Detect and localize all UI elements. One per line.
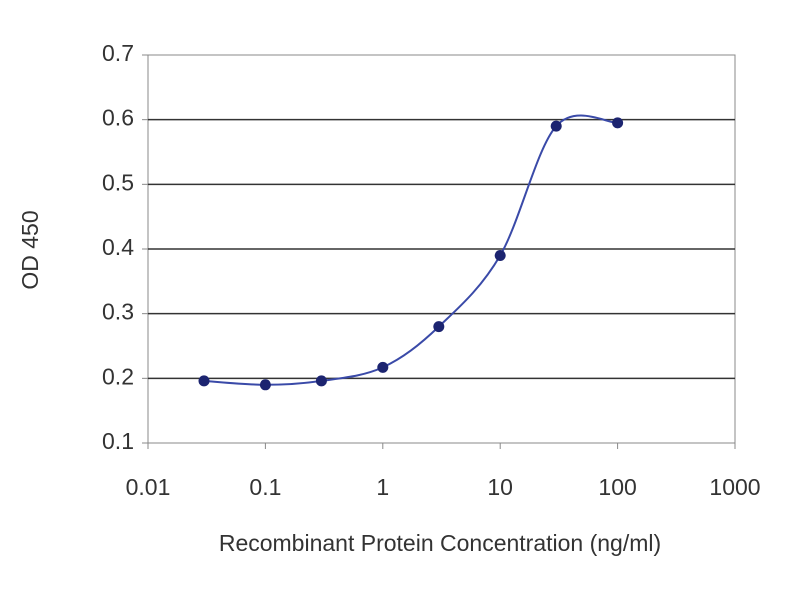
data-point	[198, 375, 210, 387]
y-axis-label: OD 450	[17, 210, 43, 289]
y-tick-label: 0.2	[102, 363, 134, 389]
y-tick-label: 0.6	[102, 105, 134, 131]
y-tick-label: 0.7	[102, 40, 134, 66]
fit-curve	[203, 114, 618, 386]
data-point	[612, 117, 624, 129]
y-tick-label: 0.4	[102, 234, 134, 260]
x-tick-label: 0.01	[126, 474, 171, 500]
x-tick-label: 100	[598, 474, 636, 500]
x-tick-label: 10	[487, 474, 513, 500]
x-axis-label: Recombinant Protein Concentration (ng/ml…	[219, 530, 661, 556]
x-tick-label: 0.1	[249, 474, 281, 500]
data-point	[315, 375, 327, 387]
y-tick-label: 0.5	[102, 169, 134, 195]
data-point	[259, 379, 271, 391]
x-tick-label: 1	[376, 474, 389, 500]
data-point	[377, 361, 389, 373]
data-point	[494, 249, 506, 261]
data-point	[550, 120, 562, 132]
x-tick-label: 1000	[709, 474, 760, 500]
y-tick-label: 0.1	[102, 428, 134, 454]
data-point	[433, 321, 445, 333]
y-tick-label: 0.3	[102, 299, 134, 325]
